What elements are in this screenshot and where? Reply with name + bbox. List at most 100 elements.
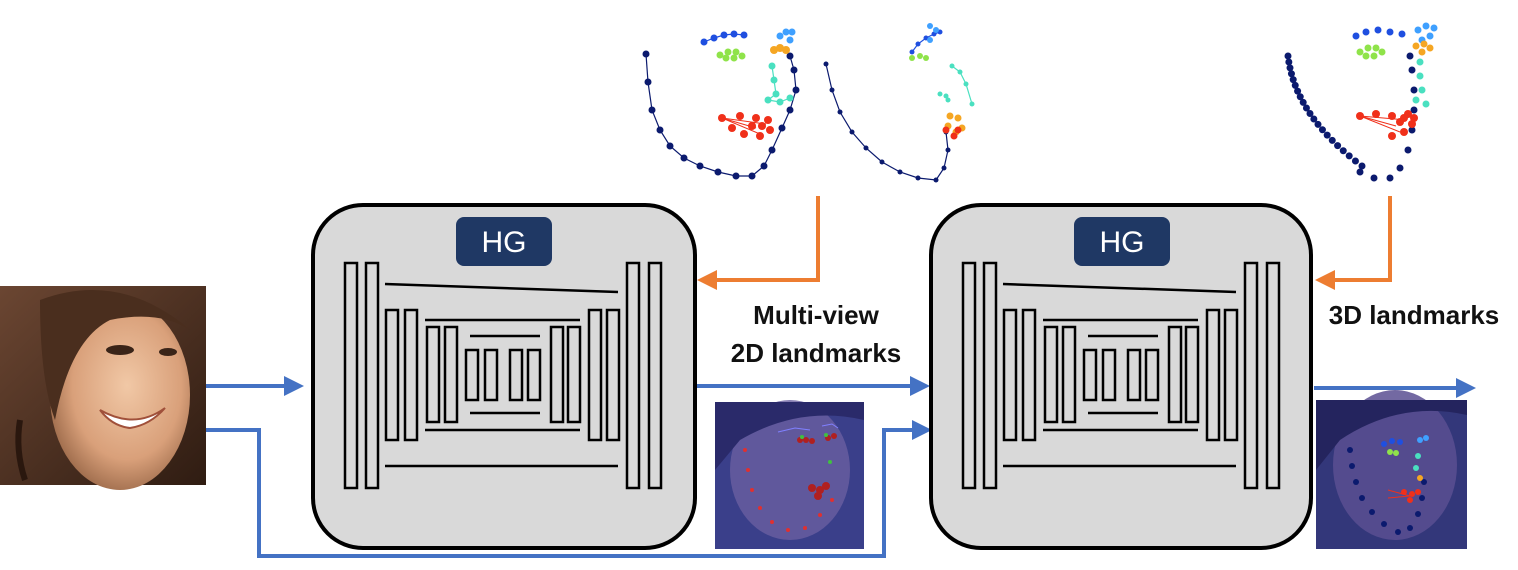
- jaw-right-point: [1408, 66, 1416, 74]
- mouth-point: [728, 124, 736, 132]
- jaw-point: [941, 165, 947, 171]
- jaw-point: [648, 106, 656, 114]
- jaw-point: [1286, 64, 1294, 72]
- jaw-point: [823, 61, 829, 67]
- nose-point: [1416, 72, 1424, 80]
- mouth-point: [748, 122, 756, 130]
- brow-point: [915, 41, 921, 47]
- jaw-point: [837, 109, 843, 115]
- eye-point: [722, 54, 730, 62]
- hourglass-graphic-2: [961, 261, 1281, 490]
- brow-point: [1374, 26, 1382, 34]
- nose-point: [949, 63, 955, 69]
- brow-point: [1352, 32, 1360, 40]
- brow-light-point: [927, 37, 933, 43]
- jaw-point: [696, 162, 704, 170]
- jaw-point: [1294, 87, 1302, 95]
- brow-point: [1362, 28, 1370, 36]
- eye-point: [1378, 48, 1386, 56]
- jaw-point: [1345, 152, 1353, 160]
- jaw-right-point: [1370, 174, 1378, 182]
- brow-light-point: [786, 36, 794, 44]
- mouth-point: [954, 126, 962, 134]
- heatmap-face-thumbnail: [715, 400, 864, 549]
- nose-dots-point: [945, 97, 951, 103]
- nose-tip-point: [782, 46, 790, 54]
- jaw-point: [1323, 131, 1331, 139]
- jaw-point: [786, 106, 794, 114]
- jaw-right-point: [1410, 106, 1418, 114]
- nose-point: [768, 62, 776, 70]
- jaw-right-point: [1406, 52, 1414, 60]
- jaw-right-point: [1408, 126, 1416, 134]
- hg-label-1: HG: [482, 226, 527, 259]
- hg-badge-1: [456, 217, 552, 266]
- eye-point: [1370, 52, 1378, 60]
- nose-tip-point: [1426, 44, 1434, 52]
- input-face-photo: [0, 286, 206, 490]
- jaw-point: [897, 169, 903, 175]
- mouth-point: [950, 132, 958, 140]
- nose-tip-point: [1418, 48, 1426, 56]
- mouth-point: [1388, 112, 1396, 120]
- brow-point: [720, 31, 728, 39]
- jaw-point: [792, 86, 800, 94]
- brow-point: [700, 38, 708, 46]
- jaw-point: [1291, 81, 1299, 89]
- jaw-point: [1296, 93, 1304, 101]
- hourglass-block-2: HG: [929, 203, 1313, 550]
- jaw-right-point: [1386, 174, 1394, 182]
- mouth-point: [736, 112, 744, 120]
- jaw-point: [1302, 104, 1310, 112]
- jaw-point: [1285, 58, 1293, 66]
- brow-light-point: [1426, 32, 1434, 40]
- eye-point: [917, 53, 923, 59]
- jaw-point: [863, 145, 869, 151]
- jaw-point: [1318, 126, 1326, 134]
- mouth-point: [756, 132, 764, 140]
- mouth-fan-line: [1359, 115, 1397, 127]
- jaw-point: [933, 177, 939, 183]
- jaw-point: [680, 154, 688, 162]
- eye-point: [1356, 48, 1364, 56]
- jaw-right-point: [1404, 146, 1412, 154]
- multiview-label-line1: Multi-view: [753, 300, 879, 330]
- feedback-arrows: [697, 196, 1392, 290]
- jaw-point: [829, 87, 835, 93]
- jaw-point: [849, 129, 855, 135]
- eye-point: [716, 51, 724, 59]
- mouth-fan-line: [1359, 115, 1407, 121]
- eye-point: [909, 55, 915, 61]
- nose-tip-point: [1420, 40, 1428, 48]
- landmarks3d-feedback-arrow: [1315, 196, 1392, 290]
- mouth-point: [752, 114, 760, 122]
- jaw-right-point: [1356, 168, 1364, 176]
- jaw-point: [1351, 157, 1359, 165]
- jaw-point: [915, 175, 921, 181]
- jaw-point: [786, 52, 794, 60]
- jaw-point: [879, 159, 885, 165]
- jaw-point: [642, 50, 650, 58]
- brow-point: [710, 34, 718, 42]
- eye-point: [724, 48, 732, 56]
- nose-tip-point: [1412, 42, 1420, 50]
- mouth-point: [764, 116, 772, 124]
- nose-line: [951, 65, 973, 105]
- jaw-point: [1334, 142, 1342, 150]
- nose-point: [776, 98, 784, 106]
- brow-point: [1398, 30, 1406, 38]
- mouth-point: [766, 126, 774, 134]
- jaw-point: [768, 146, 776, 154]
- jaw-point: [644, 78, 652, 86]
- jaw-point: [760, 162, 768, 170]
- hg-badge-2: [1074, 217, 1170, 266]
- pipeline-arrows: [206, 376, 1476, 558]
- brow-light-point: [1430, 24, 1438, 32]
- nose-dots-point: [943, 93, 949, 99]
- jaw-right-point: [1410, 86, 1418, 94]
- brow-light-point: [933, 27, 939, 33]
- brow-point: [1386, 28, 1394, 36]
- nose-line: [766, 65, 791, 103]
- skip-connection-arrow: [206, 420, 932, 558]
